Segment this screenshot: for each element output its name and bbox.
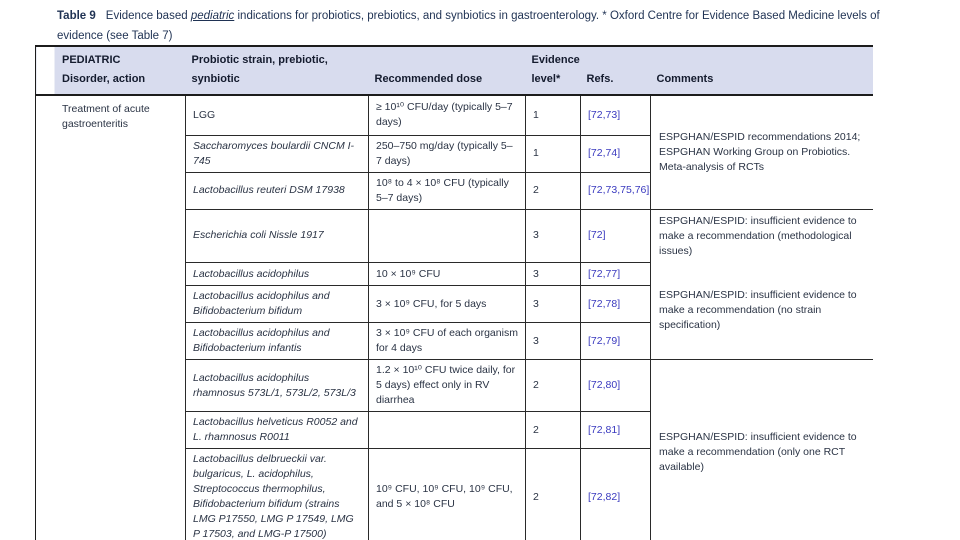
- evidence-level-cell: 2: [525, 359, 581, 412]
- evidence-level-cell: 3: [525, 322, 581, 360]
- evidence-level-cell: 3: [525, 262, 581, 286]
- dose-cell: 10⁸ to 4 × 10⁸ CFU (typically 5–7 days): [368, 172, 526, 210]
- table-row: Lactobacillus acidophilus and Bifidobact…: [36, 322, 873, 360]
- header-evidence-level: Evidence level*: [525, 46, 581, 96]
- comment-cell: ESPGHAN/ESPID recommendations 2014; ESPG…: [650, 95, 873, 210]
- dose-cell: 250–750 mg/day (typically 5–7 days): [368, 135, 526, 173]
- table-row: Treatment of acute gastroenteritis LGG ≥…: [36, 95, 873, 210]
- dose-cell: ≥ 10¹⁰ CFU/day (typically 5–7 days): [368, 95, 526, 136]
- dose-cell: 10 × 10⁹ CFU: [368, 262, 526, 286]
- table-caption: Table 9 Evidence based pediatric indicati…: [57, 6, 909, 46]
- header-evidence-line2: level*: [531, 73, 561, 85]
- dose-cell: 10⁹ CFU, 10⁹ CFU, 10⁹ CFU, and 5 × 10⁸ C…: [368, 448, 526, 540]
- header-strain: Probiotic strain, prebiotic, synbiotic: [185, 46, 369, 96]
- strain-cell: Saccharomyces boulardii CNCM I-745: [185, 135, 369, 173]
- refs-link[interactable]: [72,73,75,76]: [580, 172, 651, 210]
- table-caption-post: indications for probiotics, prebiotics, …: [57, 10, 880, 42]
- comment-cell: ESPGHAN/ESPID: insufficient evidence to …: [650, 359, 873, 540]
- dose-cell: 3 × 10⁹ CFU, for 5 days: [368, 285, 526, 323]
- evidence-level-cell: 2: [525, 172, 581, 210]
- evidence-level-cell: 3: [525, 209, 581, 263]
- header-dose: Recommended dose: [368, 46, 526, 96]
- comment-cell: ESPGHAN/ESPID: insufficient evidence to …: [650, 209, 873, 263]
- comment-cell: ESPGHAN/ESPID: insufficient evidence to …: [650, 262, 873, 360]
- evidence-level-cell: 3: [525, 285, 581, 323]
- strain-cell: Lactobacillus delbrueckii var. bulgaricu…: [185, 448, 369, 540]
- table-caption-emphasis: pediatric: [190, 10, 235, 22]
- dose-cell: [368, 209, 526, 263]
- refs-link[interactable]: [72,82]: [580, 448, 651, 540]
- table-caption-pre: Evidence based: [105, 10, 188, 22]
- table-row: Saccharomyces boulardii CNCM I-745 250–7…: [36, 135, 873, 173]
- strain-cell: Lactobacillus acidophilus: [185, 262, 369, 286]
- evidence-level-cell: 1: [525, 95, 581, 136]
- table-row: Lactobacillus acidophilus and Bifidobact…: [36, 285, 873, 323]
- header-comments: Comments: [650, 46, 873, 96]
- table-row: Lactobacillus helveticus R0052 and L. rh…: [36, 411, 873, 449]
- strain-cell: Lactobacillus acidophilus rhamnosus 573L…: [185, 359, 369, 412]
- strain-cell: Lactobacillus acidophilus and Bifidobact…: [185, 322, 369, 360]
- table-row: Escherichia coli Nissle 1917 3 [72] ESPG…: [36, 209, 873, 263]
- refs-link[interactable]: [72,81]: [580, 411, 651, 449]
- table-row: Lactobacillus reuteri DSM 17938 10⁸ to 4…: [36, 172, 873, 210]
- evidence-level-cell: 1: [525, 135, 581, 173]
- evidence-level-cell: 2: [525, 411, 581, 449]
- disorder-cell: Treatment of acute gastroenteritis: [62, 103, 150, 130]
- strain-cell: Escherichia coli Nissle 1917: [185, 209, 369, 263]
- dose-cell: 3 × 10⁹ CFU of each organism for 4 days: [368, 322, 526, 360]
- evidence-level-cell: 2: [525, 448, 581, 540]
- header-evidence-line1: Evidence: [531, 54, 580, 66]
- refs-link[interactable]: [72,77]: [580, 262, 651, 286]
- strain-cell: LGG: [185, 95, 369, 136]
- header-disorder-line2: Disorder, action: [62, 73, 146, 85]
- dose-cell: 1.2 × 10¹⁰ CFU twice daily, for 5 days) …: [368, 359, 526, 412]
- header-disorder: PEDIATRIC Disorder, action: [35, 46, 186, 96]
- table-caption-label: Table 9: [57, 10, 96, 22]
- header-row: PEDIATRIC Disorder, action Probiotic str…: [35, 46, 873, 96]
- refs-link[interactable]: [72,73]: [580, 95, 651, 136]
- strain-cell: Lactobacillus helveticus R0052 and L. rh…: [185, 411, 369, 449]
- table-row: Lactobacillus acidophilus 10 × 10⁹ CFU 3…: [36, 262, 873, 360]
- refs-link[interactable]: [72,74]: [580, 135, 651, 173]
- table-row: Lactobacillus acidophilus rhamnosus 573L…: [36, 359, 873, 540]
- evidence-table: PEDIATRIC Disorder, action Probiotic str…: [35, 45, 873, 540]
- header-refs: Refs.: [580, 46, 651, 96]
- strain-cell: Lactobacillus acidophilus and Bifidobact…: [185, 285, 369, 323]
- refs-link[interactable]: [72,78]: [580, 285, 651, 323]
- refs-link[interactable]: [72]: [580, 209, 651, 263]
- dose-cell: [368, 411, 526, 449]
- refs-link[interactable]: [72,80]: [580, 359, 651, 412]
- refs-link[interactable]: [72,79]: [580, 322, 651, 360]
- strain-cell: Lactobacillus reuteri DSM 17938: [185, 172, 369, 210]
- header-disorder-line1: PEDIATRIC: [62, 54, 121, 66]
- table-row: Lactobacillus delbrueckii var. bulgaricu…: [36, 448, 873, 540]
